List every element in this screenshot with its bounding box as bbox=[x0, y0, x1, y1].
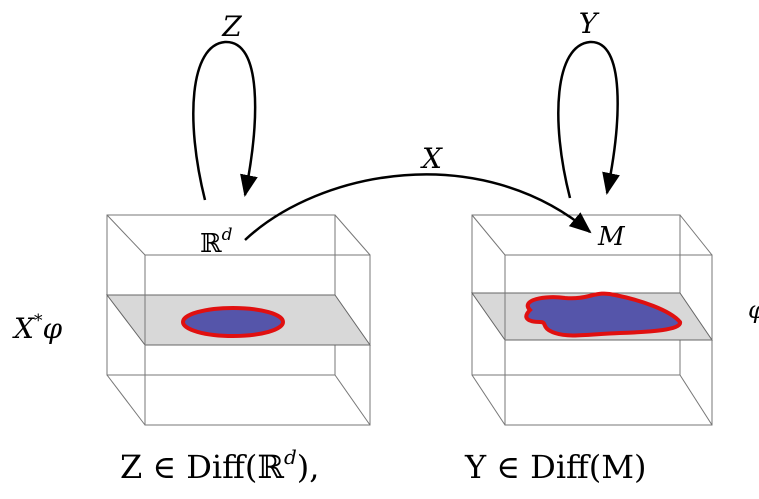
label-y: Y bbox=[579, 7, 600, 40]
label-rd: ℝd bbox=[200, 225, 233, 259]
label-z: Z bbox=[221, 10, 242, 43]
caption-left: Z ∈ Diff(ℝd), bbox=[120, 445, 319, 486]
loop-arrow-left bbox=[193, 42, 255, 200]
label-m: M bbox=[597, 222, 626, 252]
label-phi: φ bbox=[748, 296, 759, 324]
caption-left-sup: d bbox=[284, 445, 297, 469]
pullback-base: X bbox=[12, 312, 35, 345]
region-left bbox=[183, 308, 283, 336]
map-arrow bbox=[245, 174, 590, 240]
pullback-rest: φ bbox=[42, 312, 62, 345]
page: Z Y X ℝd M X*φ φ Z ∈ Diff(ℝd), Y ∈ Diff(… bbox=[0, 0, 759, 499]
caption-left-rest: ), bbox=[297, 448, 320, 486]
label-x: X bbox=[420, 142, 443, 175]
label-rd-sup: d bbox=[222, 225, 233, 245]
label-rd-base: ℝ bbox=[200, 229, 222, 259]
caption-right: Y ∈ Diff(M) bbox=[464, 448, 647, 486]
label-pullback: X*φ bbox=[12, 311, 62, 345]
diagram: Z Y X ℝd M X*φ φ Z ∈ Diff(ℝd), Y ∈ Diff(… bbox=[0, 0, 759, 499]
caption-left-base: Z ∈ Diff(ℝ bbox=[120, 448, 284, 486]
loop-arrow-right bbox=[558, 42, 617, 198]
